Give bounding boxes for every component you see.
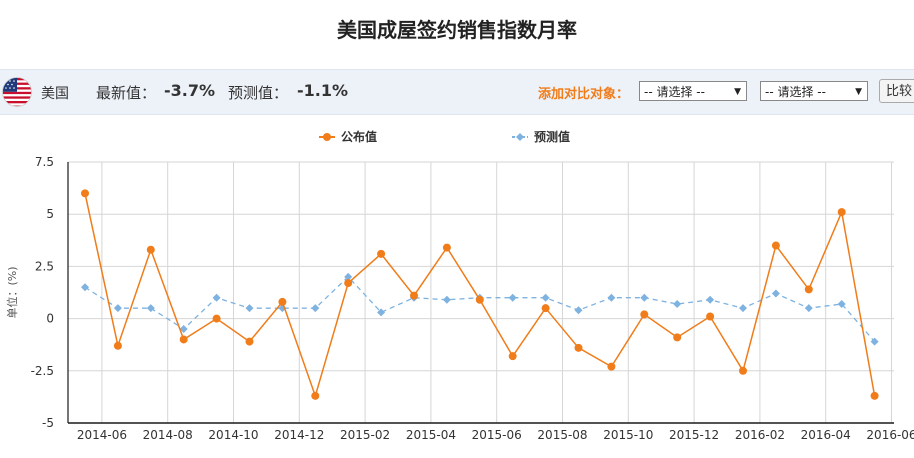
- x-tick-label: 2014-10: [208, 428, 258, 442]
- actual-point: [706, 312, 715, 321]
- latest-value-label: 最新值：: [96, 84, 157, 102]
- forecast-point: [837, 299, 846, 308]
- x-tick-label: 2014-12: [274, 428, 324, 442]
- actual-point: [81, 189, 89, 198]
- forecast-point: [607, 293, 616, 302]
- actual-point: [377, 249, 386, 258]
- us-flag-icon: [2, 77, 32, 107]
- y-tick-label: -2.5: [31, 364, 54, 378]
- x-tick-label: 2015-12: [669, 428, 719, 442]
- x-tick-label: 2015-02: [340, 428, 390, 442]
- chart-plot-area: [81, 189, 879, 400]
- chart-grid: [68, 161, 894, 424]
- actual-point: [410, 291, 418, 300]
- forecast-point: [245, 304, 254, 313]
- legend-label-forecast: 预测值: [534, 129, 570, 144]
- actual-point: [212, 314, 221, 323]
- actual-point: [508, 352, 517, 361]
- x-tick-label: 2014-08: [143, 428, 193, 442]
- actual-point: [541, 304, 550, 313]
- y-tick-label: 5: [46, 207, 54, 221]
- series-line-forecast: [84, 275, 876, 343]
- chart-legend: 公布值 预测值: [319, 129, 570, 144]
- forecast-point: [706, 295, 715, 304]
- forecast-point: [179, 325, 188, 334]
- actual-point: [640, 310, 649, 319]
- forecast-point: [344, 272, 353, 281]
- x-tick-label: 2015-08: [537, 428, 587, 442]
- y-axis-label: 单位：(%): [5, 266, 19, 318]
- forecast-point: [673, 299, 682, 308]
- compare-button[interactable]: 比较: [879, 79, 914, 103]
- actual-point: [475, 295, 484, 304]
- y-tick-label: 7.5: [35, 155, 54, 169]
- y-tick-label: 2.5: [35, 259, 54, 273]
- actual-point: [245, 337, 254, 346]
- forecast-point: [541, 293, 550, 302]
- compare-select-2[interactable]: -- 请选择 -- ▼: [760, 81, 868, 101]
- forecast-point: [640, 293, 649, 302]
- compare-select-1[interactable]: -- 请选择 -- ▼: [639, 81, 747, 101]
- legend-marker-forecast: [516, 133, 524, 141]
- actual-point: [870, 391, 879, 400]
- x-tick-label: 2016-06: [866, 428, 914, 442]
- forecast-point: [311, 304, 320, 313]
- forecast-point: [442, 295, 451, 304]
- actual-point: [113, 341, 122, 350]
- actual-point: [442, 243, 451, 252]
- y-tick-label: -5: [42, 416, 54, 430]
- actual-point: [804, 285, 813, 294]
- legend-marker-actual: [323, 133, 331, 141]
- chart-axes: -5 -2.5 0 2.5 5 7.5 2014-06 2014-08 2014-10 2014-…: [5, 155, 914, 442]
- dropdown-arrow-icon: ▼: [855, 87, 862, 97]
- compare-target-label: 添加对比对象：: [538, 87, 630, 102]
- compare-select-2-value: -- 请选择 --: [765, 85, 826, 99]
- x-tick-label: 2016-04: [801, 428, 851, 442]
- x-tick-label: 2014-06: [77, 428, 127, 442]
- x-tick-label: 2015-06: [472, 428, 522, 442]
- x-tick-label: 2015-10: [603, 428, 653, 442]
- actual-point: [311, 391, 320, 400]
- actual-point: [607, 362, 616, 371]
- page-title: 美国成屋签约销售指数月率: [337, 18, 577, 42]
- actual-point: [837, 208, 846, 217]
- compare-select-1-value: -- 请选择 --: [644, 85, 705, 99]
- actual-point: [278, 297, 287, 306]
- forecast-point: [508, 293, 517, 302]
- x-tick-label: 2015-04: [406, 428, 456, 442]
- actual-point: [179, 335, 188, 344]
- actual-point: [739, 366, 747, 375]
- x-tick-label: 2016-02: [735, 428, 785, 442]
- line-chart: 公布值 预测值 -5 -2.5 0 2.5 5 7.5 2014-06 2014-08 2014-…: [5, 129, 914, 442]
- forecast-point: [212, 293, 221, 302]
- actual-point: [344, 279, 353, 288]
- forecast-point: [804, 304, 813, 313]
- dropdown-arrow-icon: ▼: [734, 87, 741, 97]
- info-bar: 美国 最新值： -3.7% 预测值： -1.1% 添加对比对象： -- 请选择 …: [0, 69, 914, 115]
- y-tick-label: 0: [46, 312, 54, 326]
- latest-value: -3.7%: [164, 81, 216, 100]
- forecast-point: [870, 337, 879, 346]
- country-name: 美国: [41, 86, 69, 102]
- forecast-point: [771, 289, 780, 298]
- forecast-value-label: 预测值：: [228, 84, 289, 102]
- actual-point: [673, 333, 682, 342]
- forecast-point: [739, 304, 747, 313]
- forecast-point: [146, 304, 155, 313]
- forecast-point: [377, 308, 386, 317]
- actual-point: [771, 241, 780, 250]
- forecast-point: [574, 306, 583, 315]
- legend-label-actual: 公布值: [341, 129, 377, 144]
- actual-point: [146, 245, 155, 254]
- actual-point: [574, 343, 583, 352]
- forecast-value: -1.1%: [297, 81, 349, 100]
- forecast-point: [81, 283, 89, 292]
- forecast-point: [113, 304, 122, 313]
